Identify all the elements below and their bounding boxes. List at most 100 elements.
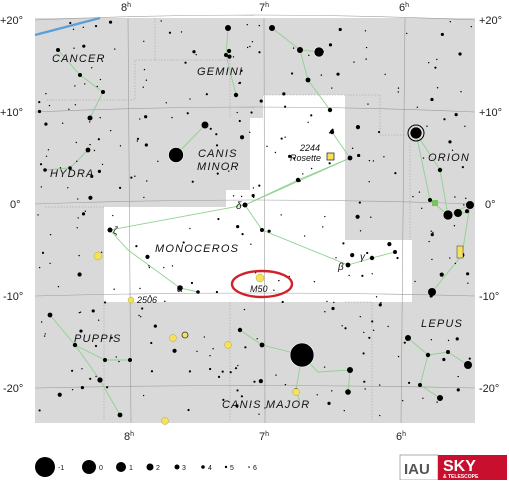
star: [236, 389, 239, 392]
star: [101, 163, 104, 166]
star: [103, 301, 107, 304]
star: [456, 388, 460, 392]
open-cluster-marker: [169, 334, 177, 342]
legend-star-mag-0: [82, 460, 96, 474]
star: [461, 166, 464, 169]
star: [320, 74, 323, 76]
star: [466, 201, 474, 209]
star: [76, 227, 78, 229]
star: [432, 231, 434, 234]
star: [79, 311, 82, 313]
star: [40, 186, 43, 188]
star: [226, 48, 232, 54]
star: [195, 53, 197, 56]
star: [99, 78, 102, 81]
star: [327, 401, 331, 406]
star: [233, 92, 239, 98]
star: [171, 116, 173, 119]
star: [149, 295, 151, 297]
star: [387, 325, 389, 328]
open-cluster-marker: [93, 251, 103, 261]
star: [355, 125, 361, 130]
star: [246, 46, 249, 49]
iau-sky-telescope-logo: IAU SKY & TELESCOPE: [399, 454, 507, 481]
star: [93, 149, 96, 152]
star: [72, 342, 78, 348]
star: [68, 166, 72, 170]
star: [422, 397, 424, 399]
star: [463, 204, 465, 206]
star: [288, 154, 292, 158]
star: [308, 54, 310, 57]
star: [100, 251, 103, 254]
label-canis-major: CANIS MAJOR: [222, 399, 310, 411]
star: [113, 288, 115, 290]
star: [361, 274, 364, 277]
star: [128, 358, 132, 362]
star: [264, 407, 266, 409]
m50-marker: [255, 273, 265, 283]
star: [427, 62, 430, 64]
star: [237, 327, 243, 333]
star: [139, 287, 141, 290]
magnitude-legend: -1 0 1 2 3 4 5 6: [35, 457, 257, 477]
star: [227, 54, 232, 59]
star: [97, 377, 103, 383]
star: [72, 28, 75, 31]
star: [378, 303, 382, 307]
star: [439, 272, 444, 277]
star: [394, 172, 397, 175]
star: [369, 255, 375, 261]
legend-label-mag-minus1: -1: [58, 465, 64, 472]
star: [241, 233, 244, 236]
star: [217, 217, 220, 221]
star: [222, 398, 225, 401]
dec-label-plus20-left: +20°: [0, 15, 23, 27]
star: [61, 122, 64, 124]
star: [95, 375, 97, 378]
star: [86, 150, 88, 153]
star: [284, 136, 286, 138]
star: [436, 401, 438, 403]
star: [371, 320, 374, 323]
star: [362, 352, 365, 355]
star: [171, 265, 174, 267]
star: [49, 233, 52, 236]
star: [69, 21, 72, 25]
star: [468, 357, 471, 360]
star: [367, 103, 369, 105]
label-minor: MINOR: [197, 161, 240, 173]
star: [236, 111, 238, 114]
star: [347, 367, 353, 373]
ecliptic-line: [34, 16, 101, 37]
star: [180, 31, 183, 33]
star: [112, 214, 114, 217]
star: [144, 143, 148, 147]
label-ngc2506: 2506: [136, 295, 157, 305]
star: [101, 90, 105, 94]
star: [430, 97, 434, 102]
star: [78, 73, 82, 77]
star: [225, 25, 231, 31]
star: [45, 155, 48, 158]
sky-logo-text: SKY: [443, 458, 476, 475]
star: [358, 201, 361, 204]
star: [258, 51, 261, 54]
star: [252, 196, 255, 199]
star: [466, 272, 470, 276]
star: [138, 314, 140, 317]
star: [428, 198, 432, 202]
star: [372, 329, 375, 332]
star: [416, 106, 419, 108]
star: [418, 191, 421, 193]
star: [353, 61, 355, 63]
rosette-nebula-marker: [326, 152, 335, 161]
dec-label-plus10-right: +10°: [479, 107, 502, 119]
star: [259, 99, 263, 103]
star: [284, 383, 287, 386]
star: [234, 367, 238, 370]
star: [430, 339, 433, 341]
star: [464, 209, 470, 214]
